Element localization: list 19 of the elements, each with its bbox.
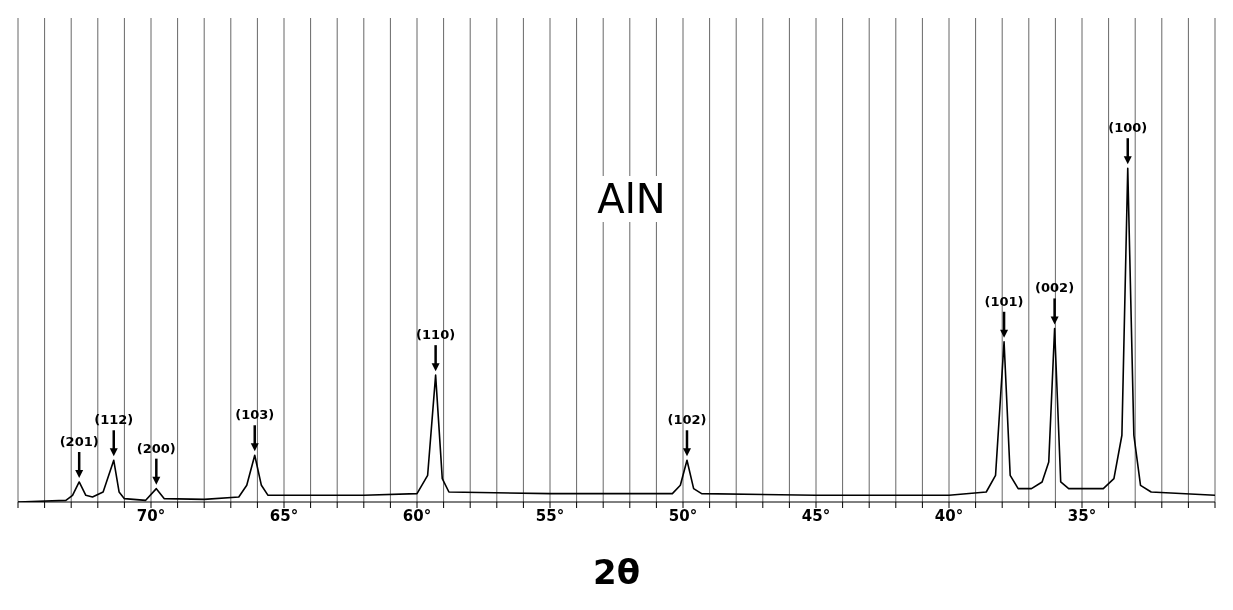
annotation: (103) bbox=[235, 407, 275, 423]
annotation: (101) bbox=[984, 293, 1024, 309]
annotation: (102) bbox=[667, 412, 707, 428]
annotation: (110) bbox=[416, 327, 456, 343]
x-tick-label: 55° bbox=[535, 506, 565, 525]
annotation: (201) bbox=[59, 433, 99, 449]
x-axis-title: 2θ bbox=[592, 552, 641, 592]
annotation: (002) bbox=[1035, 280, 1075, 296]
annotation: (112) bbox=[94, 412, 134, 428]
annotation: (200) bbox=[136, 440, 176, 456]
x-tick-label: 45° bbox=[801, 506, 831, 525]
x-tick-label: 35° bbox=[1067, 506, 1097, 525]
x-tick-label: 40° bbox=[934, 506, 964, 525]
x-tick-label: 70° bbox=[136, 506, 166, 525]
annotation: (100) bbox=[1108, 120, 1148, 136]
x-tick-label: 65° bbox=[269, 506, 299, 525]
x-tick-label: 60° bbox=[402, 506, 432, 525]
x-tick-label: 50° bbox=[668, 506, 698, 525]
chart-title: AlN bbox=[593, 176, 670, 222]
